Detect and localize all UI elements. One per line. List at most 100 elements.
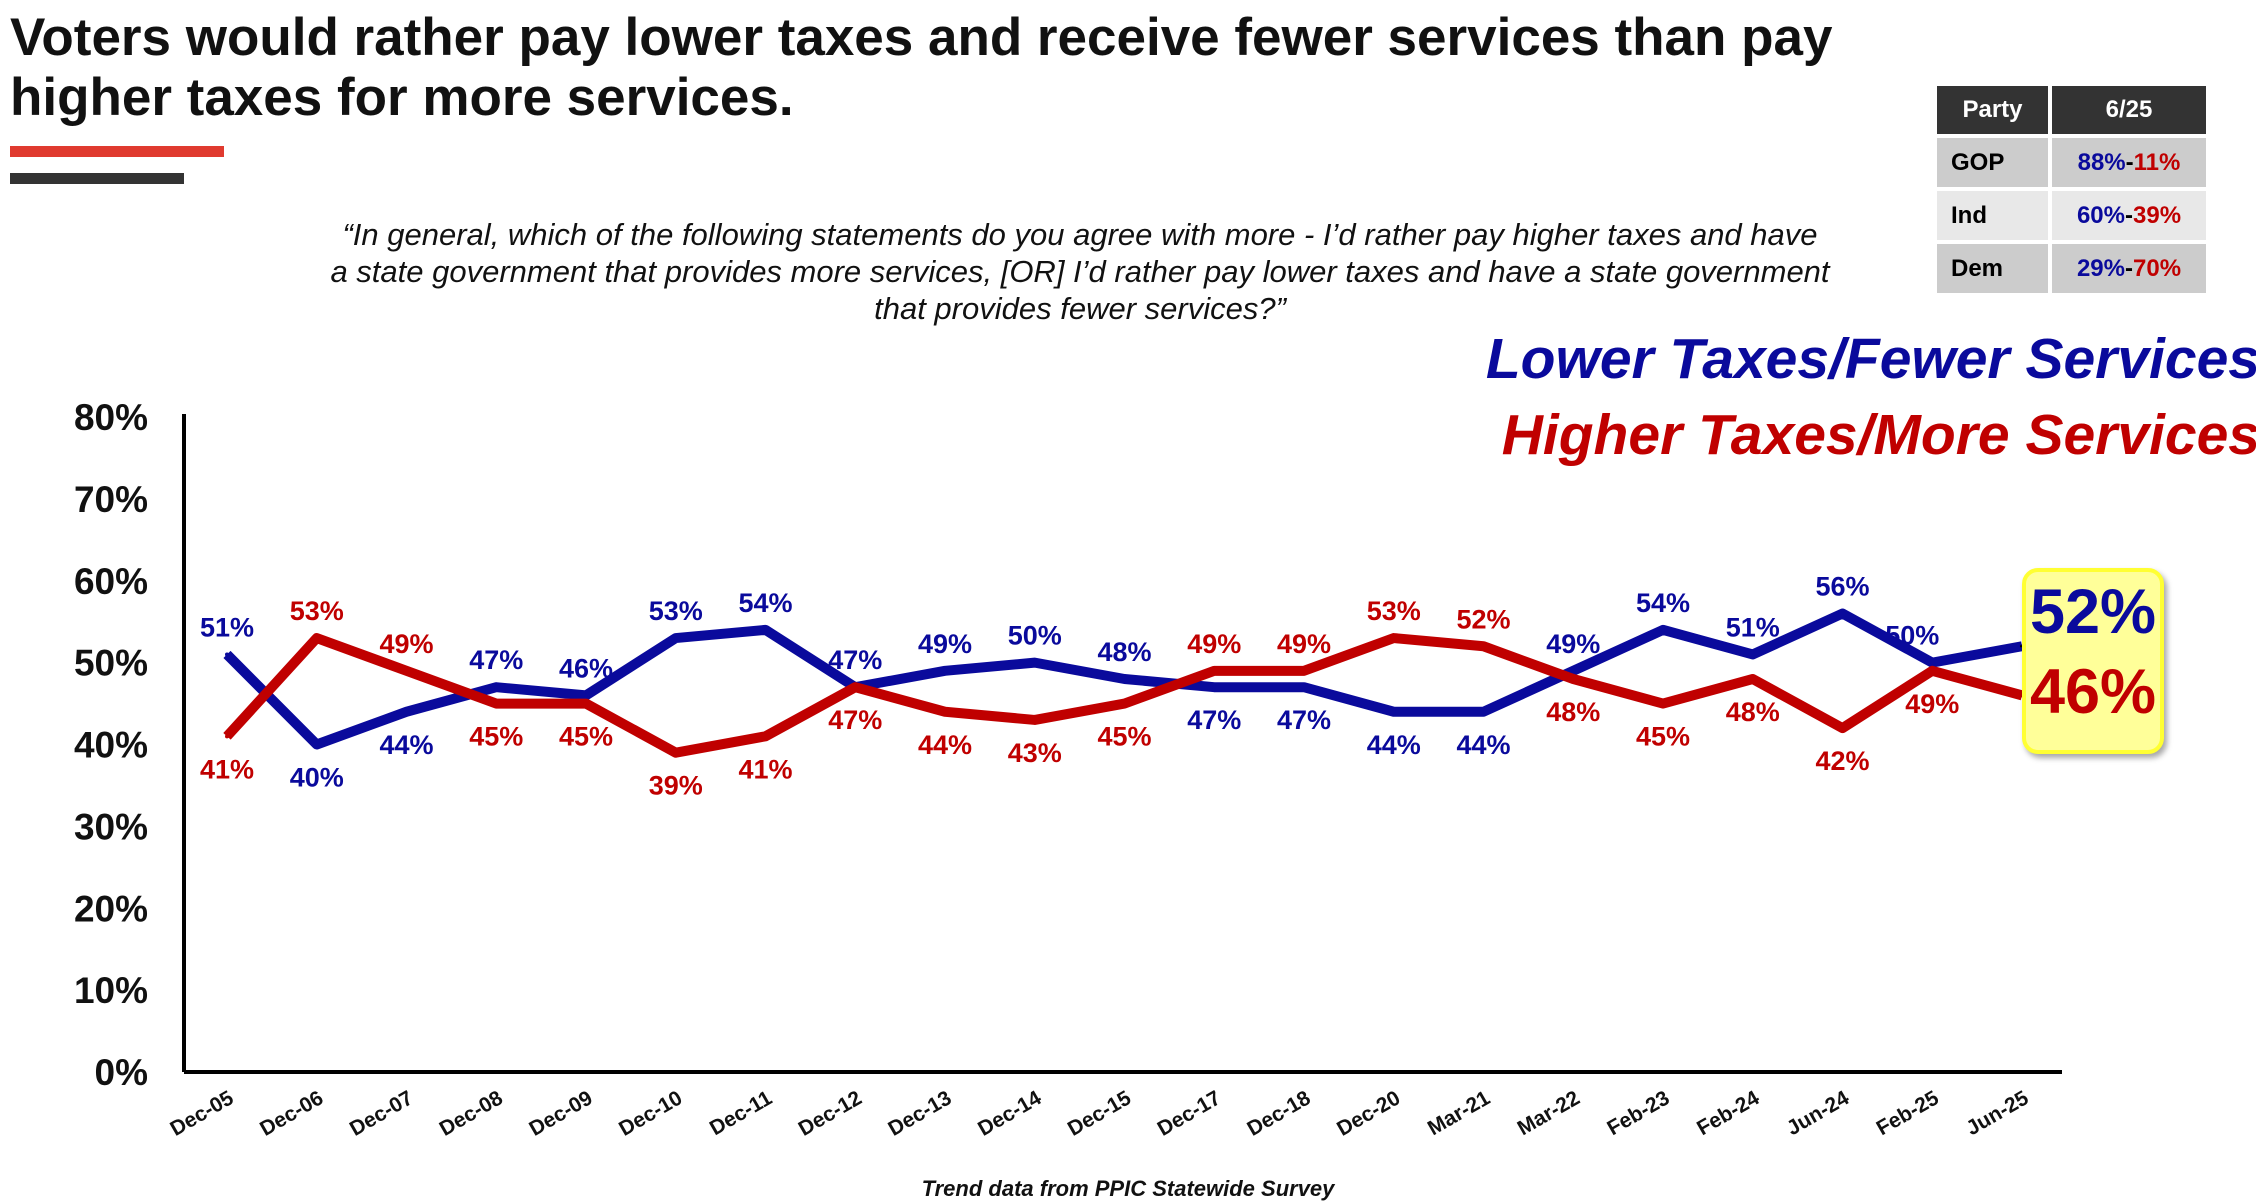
y-tick-label: 50% <box>74 643 148 684</box>
data-point <box>1032 660 1037 665</box>
data-point <box>943 709 947 714</box>
latest-callout: 52% 46% <box>2022 568 2164 754</box>
data-point <box>763 627 768 632</box>
data-label: 48% <box>1726 697 1780 727</box>
data-point <box>1571 677 1576 681</box>
party-name: GOP <box>1937 138 2048 187</box>
data-label: 41% <box>200 754 254 784</box>
data-point <box>584 693 588 698</box>
data-label: 54% <box>1636 588 1690 618</box>
data-label: 46% <box>559 653 613 683</box>
data-label: 45% <box>559 722 613 752</box>
data-label: 53% <box>1367 596 1421 626</box>
date-header: 6/25 <box>2052 86 2206 134</box>
data-point <box>1122 677 1127 681</box>
data-point <box>1122 701 1127 706</box>
x-tick-label: Mar-22 <box>1514 1086 1584 1140</box>
x-tick-label: Dec-12 <box>795 1086 866 1140</box>
party-result: 88%-11% <box>2052 138 2206 187</box>
data-point <box>1840 726 1845 731</box>
data-point <box>1391 636 1396 641</box>
data-point <box>225 734 229 739</box>
data-label: 53% <box>649 596 703 626</box>
y-tick-label: 60% <box>74 561 148 602</box>
data-label: 44% <box>918 730 972 760</box>
data-label: 52% <box>1456 604 1510 634</box>
separator: - <box>2125 148 2134 176</box>
separator: - <box>2125 254 2133 282</box>
data-point <box>943 668 947 673</box>
x-tick-label: Mar-21 <box>1424 1086 1494 1140</box>
data-point <box>314 636 319 641</box>
data-label: 51% <box>200 612 254 642</box>
data-label: 47% <box>469 645 523 675</box>
x-tick-label: Feb-24 <box>1693 1086 1763 1140</box>
data-label: 47% <box>828 705 882 735</box>
data-point <box>1750 652 1755 657</box>
data-point <box>673 636 678 641</box>
data-point <box>853 685 858 690</box>
survey-question: “In general, which of the following stat… <box>330 217 1830 326</box>
x-tick-label: Jun-25 <box>1962 1086 2032 1140</box>
data-label: 41% <box>738 754 792 784</box>
y-tick-label: 10% <box>74 970 148 1011</box>
data-point <box>1481 644 1486 649</box>
legend-lower-taxes: Lower Taxes/Fewer Services <box>1485 327 2256 391</box>
data-point <box>584 701 588 706</box>
x-tick-label: Dec-09 <box>525 1086 596 1140</box>
party-name: Dem <box>1937 244 2048 293</box>
y-tick-label: 20% <box>74 888 148 929</box>
x-tick-label: Dec-17 <box>1154 1086 1225 1140</box>
data-point <box>1661 701 1665 706</box>
x-tick-label: Dec-11 <box>706 1086 776 1140</box>
page-title: Voters would rather pay lower taxes and … <box>10 8 1833 127</box>
data-point <box>1302 685 1306 690</box>
data-label: 49% <box>918 629 972 659</box>
x-tick-label: Dec-07 <box>346 1086 417 1140</box>
data-label: 44% <box>379 730 433 760</box>
accent-bar-red <box>10 146 224 157</box>
data-label: 45% <box>1636 722 1690 752</box>
data-point <box>673 750 678 755</box>
data-label: 44% <box>1367 730 1421 760</box>
data-label: 44% <box>1456 730 1510 760</box>
x-tick-label: Feb-23 <box>1603 1086 1673 1140</box>
data-point <box>1750 677 1755 681</box>
data-point <box>1481 709 1486 714</box>
x-tick-label: Dec-18 <box>1243 1086 1314 1141</box>
data-label: 49% <box>1546 629 1600 659</box>
data-label: 51% <box>1726 612 1780 642</box>
higher-value: 70% <box>2133 254 2182 282</box>
party-result: 60%-39% <box>2052 191 2206 240</box>
data-label: 49% <box>1277 629 1331 659</box>
higher-value: 11% <box>2133 148 2181 176</box>
party-header: Party <box>1937 86 2048 134</box>
x-tick-label: Dec-08 <box>436 1086 507 1141</box>
data-point <box>1212 685 1217 690</box>
data-point <box>1930 668 1935 673</box>
data-point <box>1302 668 1306 673</box>
higher-value: 39% <box>2133 201 2182 229</box>
party-result: 29%-70% <box>2052 244 2206 293</box>
x-tick-label: Dec-14 <box>974 1086 1045 1141</box>
lower-value: 29% <box>2076 254 2125 282</box>
data-label: 45% <box>469 722 523 752</box>
data-label: 43% <box>1008 738 1062 768</box>
y-tick-label: 40% <box>74 725 148 766</box>
y-tick-label: 0% <box>95 1052 148 1093</box>
data-point <box>763 734 768 739</box>
party-table: Party 6/25 GOP 88%-11% Ind 60%-39% Dem 2… <box>1933 82 2210 297</box>
x-tick-label: Dec-10 <box>615 1086 686 1140</box>
data-point <box>1840 611 1845 616</box>
accent-bar-dark <box>10 173 184 184</box>
data-label: 39% <box>649 771 703 801</box>
data-point <box>1661 627 1665 632</box>
data-point <box>404 668 409 673</box>
y-tick-label: 80% <box>74 397 148 438</box>
data-label: 40% <box>290 763 344 793</box>
lower-value: 60% <box>2076 201 2125 229</box>
legend-higher-taxes: Higher Taxes/More Services <box>1501 403 2256 467</box>
data-label: 49% <box>1187 629 1241 659</box>
x-tick-label: Dec-06 <box>256 1086 327 1140</box>
